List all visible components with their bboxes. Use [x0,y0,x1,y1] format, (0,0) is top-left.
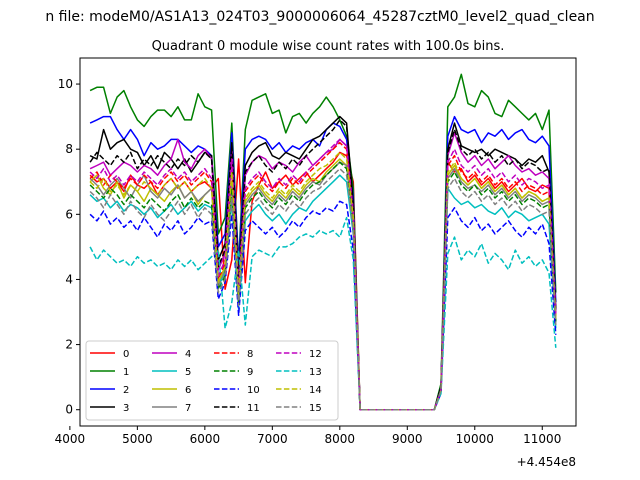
x-tick-label: 7000 [257,432,288,446]
x-offset-label: +4.454e8 [517,455,576,469]
x-tick-label: 9000 [392,432,423,446]
series-line-0 [89,151,557,411]
series-line-13 [89,216,557,411]
x-tick-label: 4000 [55,432,86,446]
series-line-15 [89,167,557,411]
legend-label-11: 11 [247,403,260,414]
x-tick-label: 11000 [523,432,561,446]
legend-label-10: 10 [247,385,260,396]
y-tick-label: 10 [58,77,73,91]
legend-label-7: 7 [185,403,191,414]
x-tick-label: 5000 [122,432,153,446]
series-lines [89,73,557,411]
legend-box [85,340,339,421]
legend-label-4: 4 [185,349,191,360]
y-tick-label: 6 [65,207,73,221]
figure-suptitle: n file: modeM0/AS1A13_024T03_9000006064_… [45,9,594,25]
axis-ticks: 4000 5000 6000 7000 8000 9000 10000 11000 0 2 4 6 8 1… [55,77,562,446]
legend-label-15: 15 [309,403,322,414]
series-line-3 [89,115,557,411]
series-line-5 [89,174,557,411]
x-tick-label: 8000 [325,432,356,446]
series-line-8 [89,141,557,411]
legend-label-0: 0 [123,349,129,360]
y-tick-label: 8 [65,142,73,156]
legend-label-8: 8 [247,349,253,360]
series-line-10 [89,200,557,411]
legend-label-1: 1 [123,367,129,378]
series-line-1 [89,73,557,411]
legend-label-3: 3 [123,403,129,414]
y-tick-label: 0 [65,403,73,417]
series-line-12 [89,138,557,411]
series-line-9 [89,161,557,411]
legend-label-9: 9 [247,367,253,378]
x-tick-label: 10000 [456,432,494,446]
y-tick-label: 2 [65,338,73,352]
legend-label-13: 13 [309,367,322,378]
legend-label-6: 6 [185,385,191,396]
legend-label-12: 12 [309,349,322,360]
series-line-14 [89,151,557,411]
y-tick-label: 4 [65,272,73,286]
legend-label-5: 5 [185,367,191,378]
series-line-2 [89,115,557,411]
legend-label-14: 14 [309,385,322,396]
series-line-7 [89,161,557,411]
x-tick-label: 6000 [190,432,221,446]
chart-title: Quadrant 0 module wise count rates with … [152,39,505,54]
series-line-11 [89,119,557,411]
legend-label-2: 2 [123,385,129,396]
